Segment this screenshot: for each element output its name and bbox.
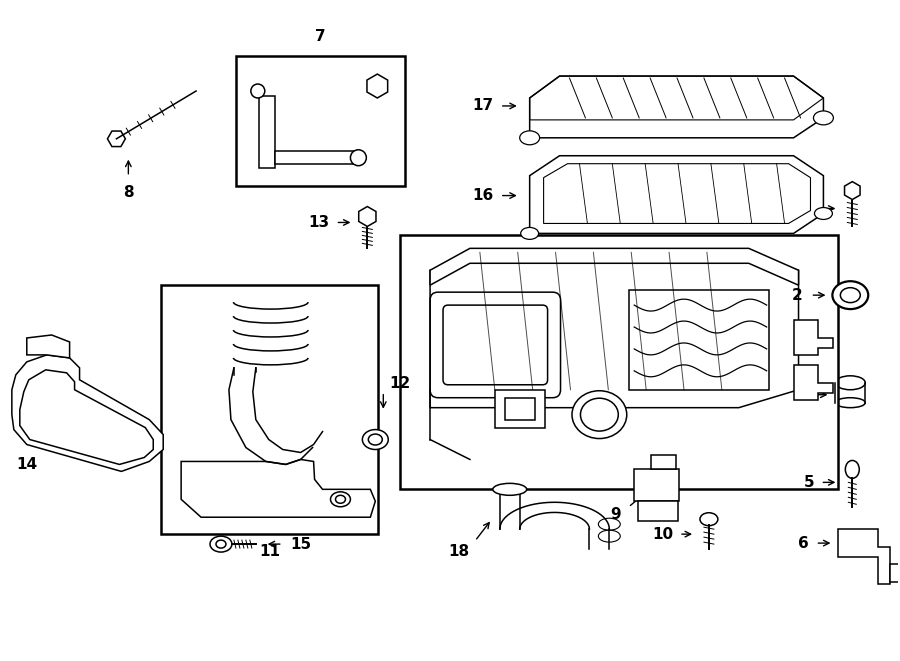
Text: 13: 13	[309, 215, 329, 230]
Polygon shape	[794, 365, 833, 400]
Polygon shape	[430, 253, 798, 408]
Ellipse shape	[814, 208, 832, 219]
Ellipse shape	[330, 492, 350, 507]
Polygon shape	[839, 529, 890, 584]
Ellipse shape	[572, 391, 626, 438]
Ellipse shape	[814, 111, 833, 125]
Text: 16: 16	[472, 188, 494, 203]
Text: 3: 3	[804, 201, 814, 216]
Text: 6: 6	[797, 535, 808, 551]
Bar	[161, 285, 378, 534]
Polygon shape	[794, 320, 833, 355]
Ellipse shape	[835, 398, 865, 408]
Ellipse shape	[363, 430, 388, 449]
Ellipse shape	[350, 150, 366, 166]
Text: 12: 12	[390, 376, 410, 391]
Text: 14: 14	[16, 457, 37, 473]
Polygon shape	[530, 76, 824, 137]
Bar	[890, 564, 900, 582]
Text: 11: 11	[259, 544, 280, 559]
Polygon shape	[259, 96, 274, 168]
Ellipse shape	[493, 483, 526, 495]
Ellipse shape	[841, 288, 860, 303]
Ellipse shape	[251, 84, 265, 98]
Polygon shape	[274, 151, 358, 164]
Text: 5: 5	[804, 475, 814, 490]
Text: 1: 1	[594, 208, 605, 223]
Bar	[652, 455, 676, 469]
Ellipse shape	[845, 461, 859, 479]
Text: 10: 10	[652, 527, 673, 541]
Text: 15: 15	[291, 537, 311, 551]
Text: 17: 17	[472, 98, 494, 114]
Ellipse shape	[832, 281, 868, 309]
Text: 2: 2	[792, 288, 803, 303]
Polygon shape	[430, 249, 798, 285]
Ellipse shape	[210, 536, 232, 552]
Ellipse shape	[700, 513, 718, 525]
Ellipse shape	[835, 376, 865, 390]
Polygon shape	[530, 156, 824, 233]
Text: 9: 9	[611, 507, 621, 522]
Bar	[638, 501, 678, 521]
Polygon shape	[27, 335, 69, 358]
Bar	[634, 469, 679, 501]
Text: 18: 18	[449, 543, 470, 559]
Bar	[400, 235, 839, 489]
Bar	[495, 390, 544, 428]
Polygon shape	[107, 131, 125, 147]
Bar	[505, 398, 535, 420]
Polygon shape	[181, 459, 375, 517]
Text: 8: 8	[123, 184, 134, 200]
Text: 7: 7	[315, 29, 326, 44]
Bar	[236, 56, 405, 186]
Ellipse shape	[519, 131, 540, 145]
Text: 4: 4	[796, 387, 806, 403]
Polygon shape	[12, 355, 163, 471]
Bar	[629, 290, 769, 390]
Ellipse shape	[521, 227, 538, 239]
